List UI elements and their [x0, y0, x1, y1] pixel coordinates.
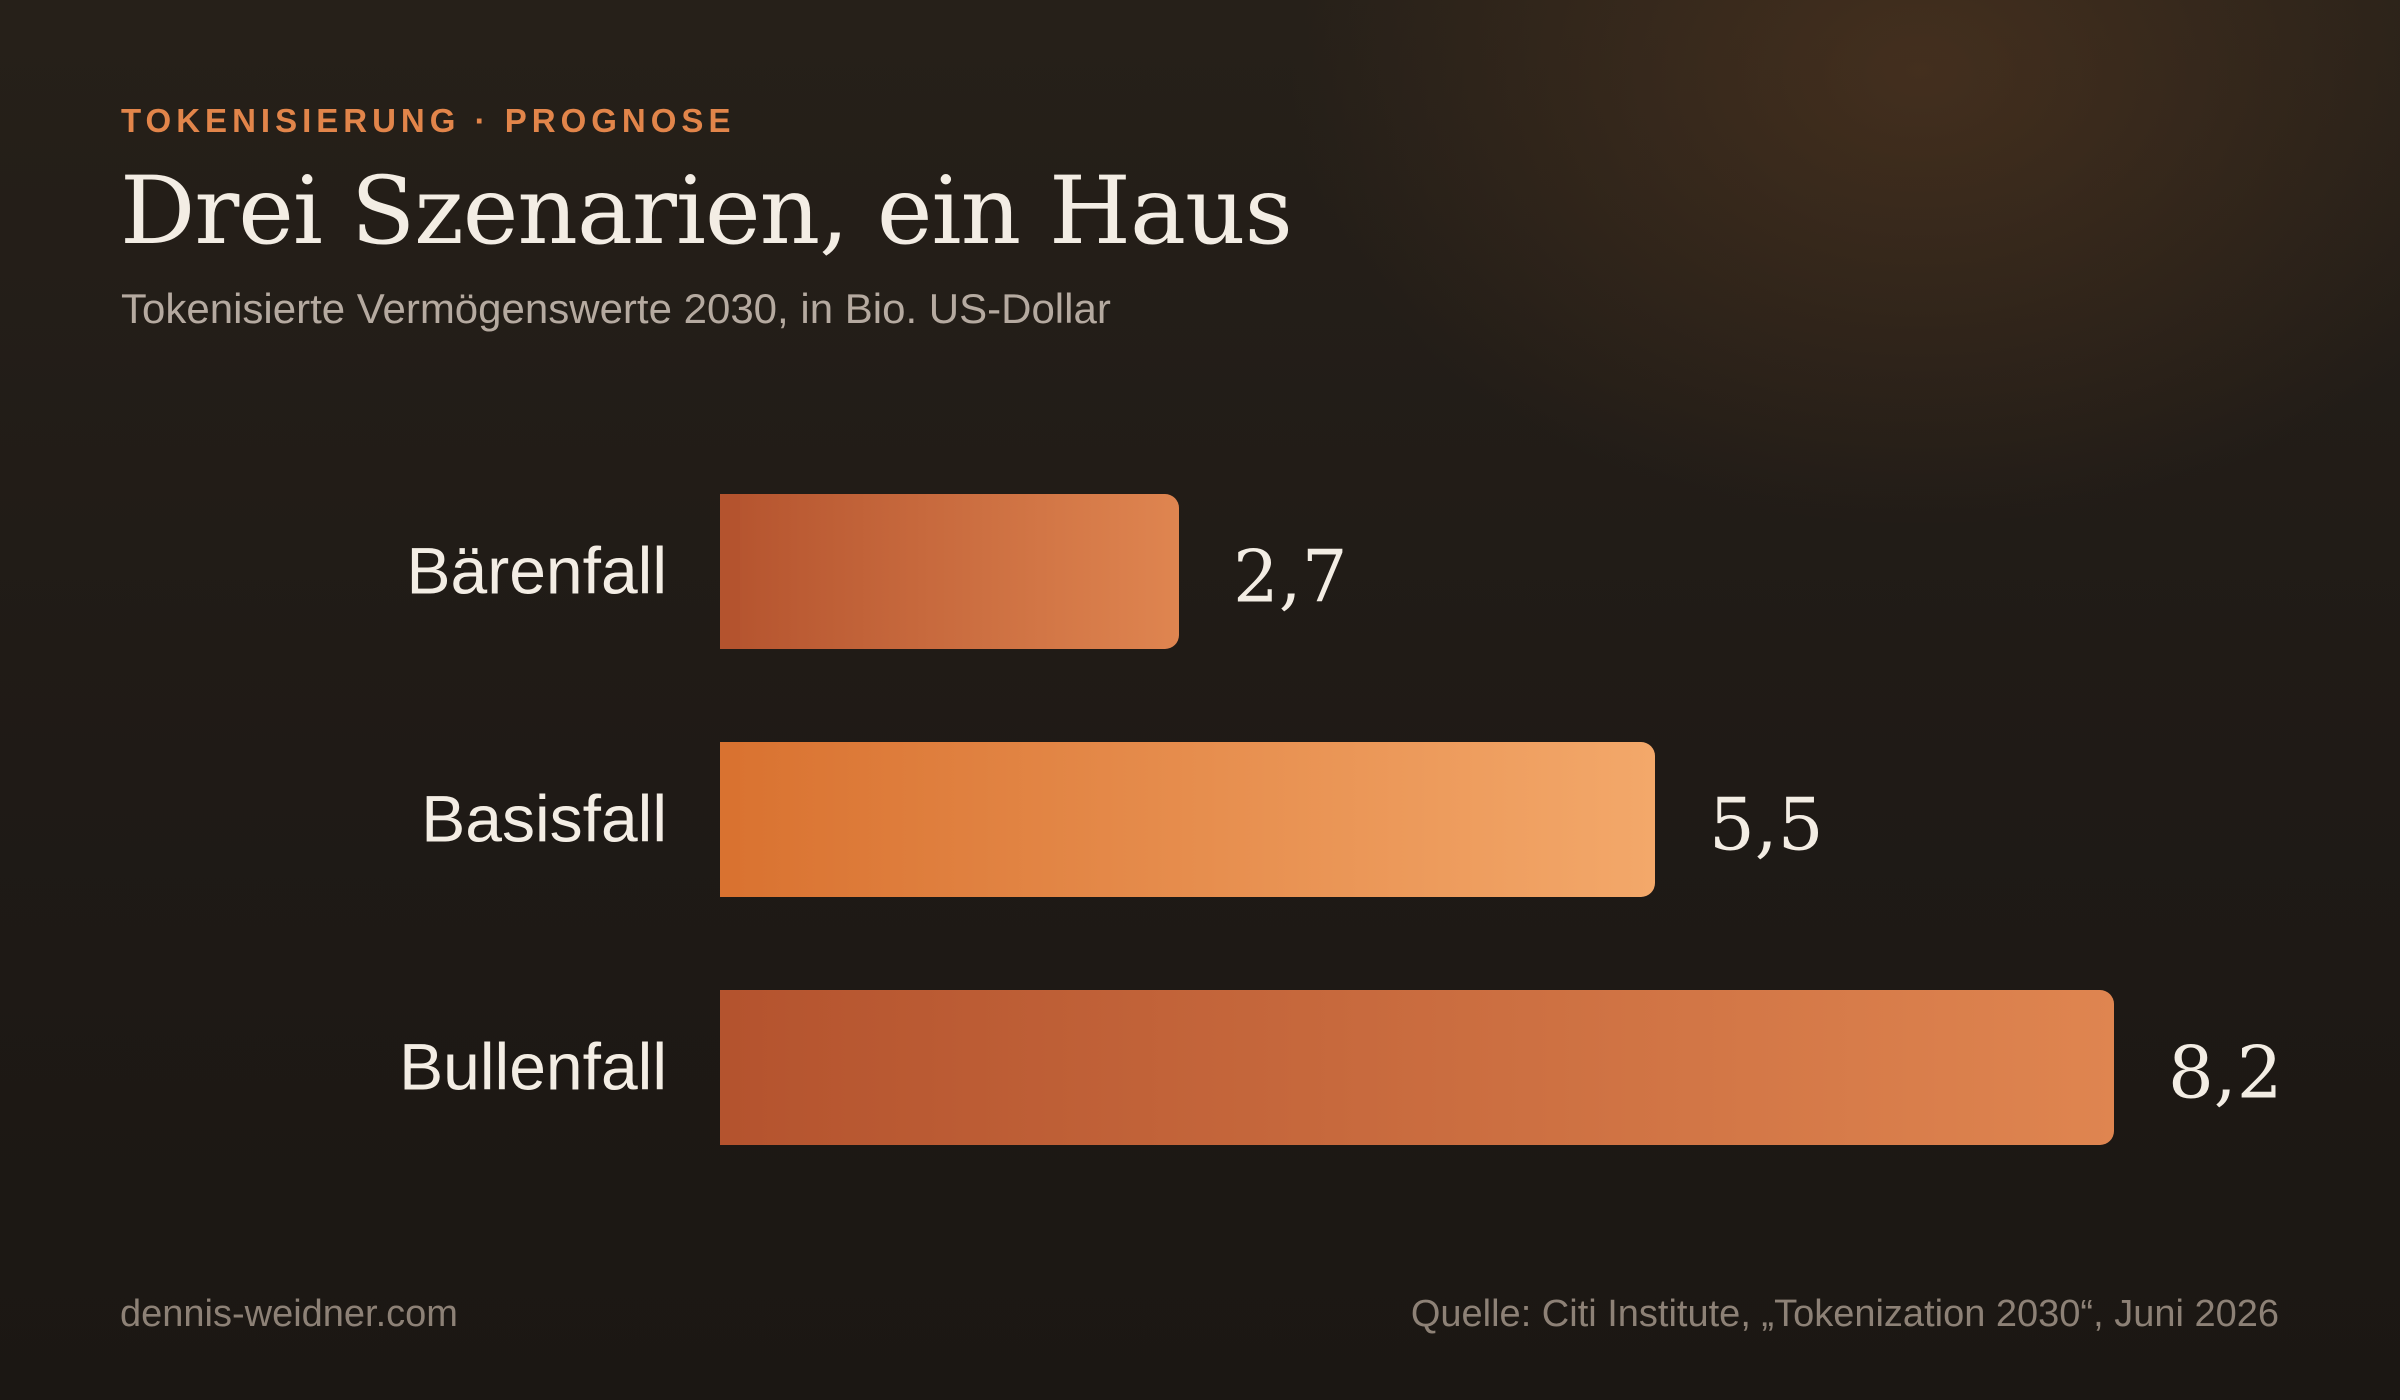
value-label: 2,7	[1233, 535, 1348, 619]
bar-3	[720, 990, 2114, 1145]
bar-1	[720, 494, 1179, 649]
bar-1-edge	[720, 494, 740, 649]
category-label: Basisfall	[421, 782, 667, 856]
chart-kicker: TOKENISIERUNG · PROGNOSE	[121, 102, 736, 139]
value-label: 5,5	[1709, 783, 1824, 867]
bar-3-edge	[720, 990, 740, 1145]
category-label: Bullenfall	[399, 1030, 667, 1104]
footer-site: dennis-weidner.com	[120, 1293, 458, 1335]
chart-subtitle: Tokenisierte Vermögenswerte 2030, in Bio…	[121, 285, 1111, 332]
footer-source: Quelle: Citi Institute, „Tokenization 20…	[1410, 1293, 2279, 1335]
bar-2	[720, 742, 1655, 897]
bar-2-edge	[720, 742, 740, 897]
chart-title: Drei Szenarien, ein Haus	[120, 157, 1293, 266]
value-label: 8,2	[2168, 1031, 2283, 1115]
category-label: Bärenfall	[407, 534, 668, 608]
bars-group: Bärenfall 2,7 Basisfall 5,5 Bullenfall 8,2	[399, 494, 2283, 1145]
